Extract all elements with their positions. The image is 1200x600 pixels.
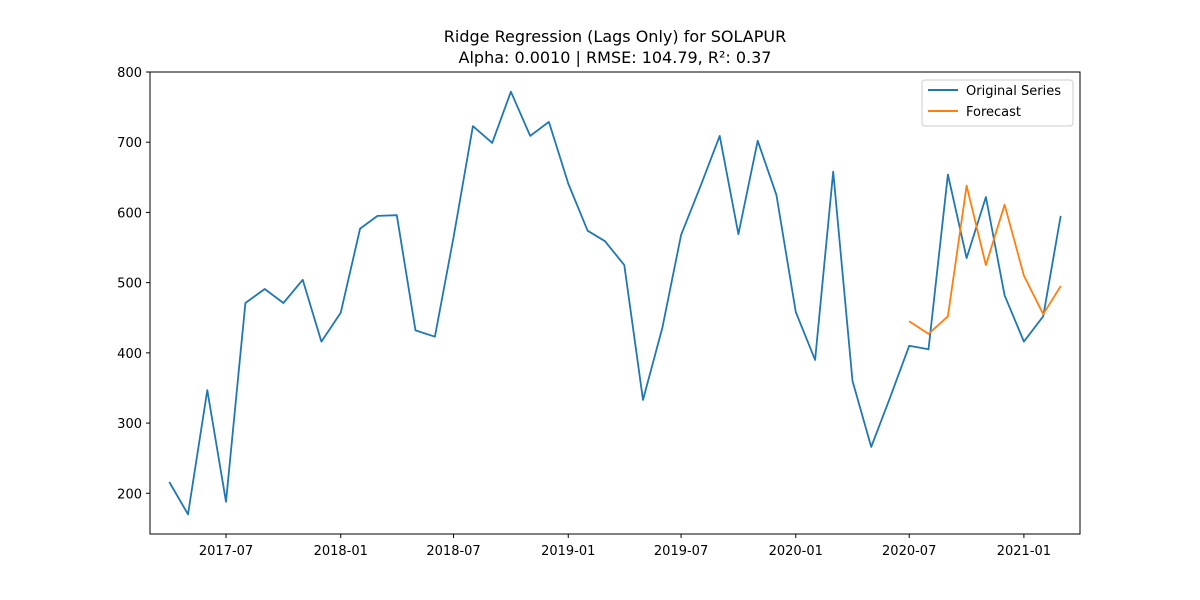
data-point-original-series bbox=[679, 233, 683, 237]
data-point-forecast bbox=[907, 319, 911, 323]
y-tick-label: 600 bbox=[117, 206, 142, 221]
data-point-forecast bbox=[1059, 284, 1063, 288]
legend-label-forecast: Forecast bbox=[966, 105, 1021, 120]
data-point-original-series bbox=[869, 445, 873, 449]
data-point-original-series bbox=[205, 388, 209, 392]
data-point-original-series bbox=[395, 213, 399, 217]
data-point-original-series bbox=[566, 182, 570, 186]
data-point-original-series bbox=[794, 310, 798, 314]
data-point-original-series bbox=[301, 278, 305, 282]
data-point-original-series bbox=[907, 344, 911, 348]
data-point-original-series bbox=[490, 141, 494, 145]
data-point-original-series bbox=[736, 232, 740, 236]
y-tick-label: 700 bbox=[117, 136, 142, 151]
data-point-original-series bbox=[756, 139, 760, 143]
x-tick-label: 2019-07 bbox=[654, 544, 708, 559]
x-tick-label: 2018-07 bbox=[426, 544, 480, 559]
data-point-original-series bbox=[641, 398, 645, 402]
data-point-original-series bbox=[586, 229, 590, 233]
legend-box bbox=[921, 79, 1074, 127]
legend-label-original-series: Original Series bbox=[966, 84, 1061, 99]
legend: Original Series Forecast bbox=[921, 79, 1074, 127]
data-point-original-series bbox=[1022, 340, 1026, 344]
data-point-original-series bbox=[433, 335, 437, 339]
data-point-forecast bbox=[965, 184, 969, 188]
data-point-original-series bbox=[509, 90, 513, 94]
data-point-original-series bbox=[471, 124, 475, 128]
data-point-original-series bbox=[263, 287, 267, 291]
data-point-original-series bbox=[946, 173, 950, 177]
series-line-forecast bbox=[908, 184, 1062, 335]
data-point-original-series bbox=[774, 193, 778, 197]
y-tick-label: 300 bbox=[117, 417, 142, 432]
data-point-forecast bbox=[1022, 274, 1026, 278]
data-point-original-series bbox=[547, 120, 551, 124]
data-point-original-series bbox=[339, 311, 343, 315]
x-tick-label: 2020-01 bbox=[769, 544, 823, 559]
data-point-forecast bbox=[946, 314, 950, 318]
data-point-original-series bbox=[528, 134, 532, 138]
data-point-original-series bbox=[984, 195, 988, 199]
plot-frame bbox=[149, 71, 1081, 535]
y-tick-label: 500 bbox=[117, 277, 142, 292]
data-point-forecast bbox=[1041, 312, 1045, 316]
data-point-original-series bbox=[167, 480, 171, 484]
data-point-original-series bbox=[1003, 293, 1007, 297]
data-point-original-series bbox=[851, 379, 855, 383]
data-point-original-series bbox=[718, 134, 722, 138]
y-tick-label: 400 bbox=[117, 347, 142, 362]
data-point-original-series bbox=[622, 263, 626, 267]
data-point-forecast bbox=[1003, 203, 1007, 207]
data-point-original-series bbox=[603, 239, 607, 243]
chart-subtitle: Alpha: 0.0010 | RMSE: 104.79, R²: 0.37 bbox=[458, 48, 772, 67]
data-point-forecast bbox=[927, 332, 931, 336]
data-point-original-series bbox=[186, 512, 190, 516]
chart-title: Ridge Regression (Lags Only) for SOLAPUR bbox=[443, 27, 787, 46]
x-tick-label: 2017-07 bbox=[199, 544, 253, 559]
y-tick-label: 200 bbox=[117, 487, 142, 502]
data-point-original-series bbox=[452, 235, 456, 239]
x-tick-label: 2020-07 bbox=[882, 544, 936, 559]
data-point-original-series bbox=[243, 301, 247, 305]
data-point-original-series bbox=[698, 184, 702, 188]
data-point-original-series bbox=[927, 347, 931, 351]
data-point-original-series bbox=[965, 256, 969, 260]
series-layer bbox=[167, 90, 1063, 516]
data-point-original-series bbox=[831, 170, 835, 174]
x-tick-label: 2018-01 bbox=[314, 544, 368, 559]
data-point-original-series bbox=[414, 328, 418, 332]
data-point-original-series bbox=[813, 358, 817, 362]
data-point-original-series bbox=[358, 227, 362, 231]
data-point-original-series bbox=[889, 394, 893, 398]
x-tick-label: 2021-01 bbox=[997, 544, 1051, 559]
series-line-original-series bbox=[168, 90, 1062, 516]
data-point-original-series bbox=[1059, 214, 1063, 218]
data-point-original-series bbox=[660, 326, 664, 330]
y-tick-label: 800 bbox=[117, 66, 142, 81]
data-point-original-series bbox=[224, 500, 228, 504]
data-point-original-series bbox=[319, 340, 323, 344]
data-point-original-series bbox=[376, 214, 380, 218]
data-point-forecast bbox=[984, 263, 988, 267]
axes-layer: 2017-07 2018-01 2018-07 2019-01 2019-07 2020-… bbox=[117, 66, 1051, 559]
data-point-original-series bbox=[281, 301, 285, 305]
x-tick-label: 2019-01 bbox=[541, 544, 595, 559]
